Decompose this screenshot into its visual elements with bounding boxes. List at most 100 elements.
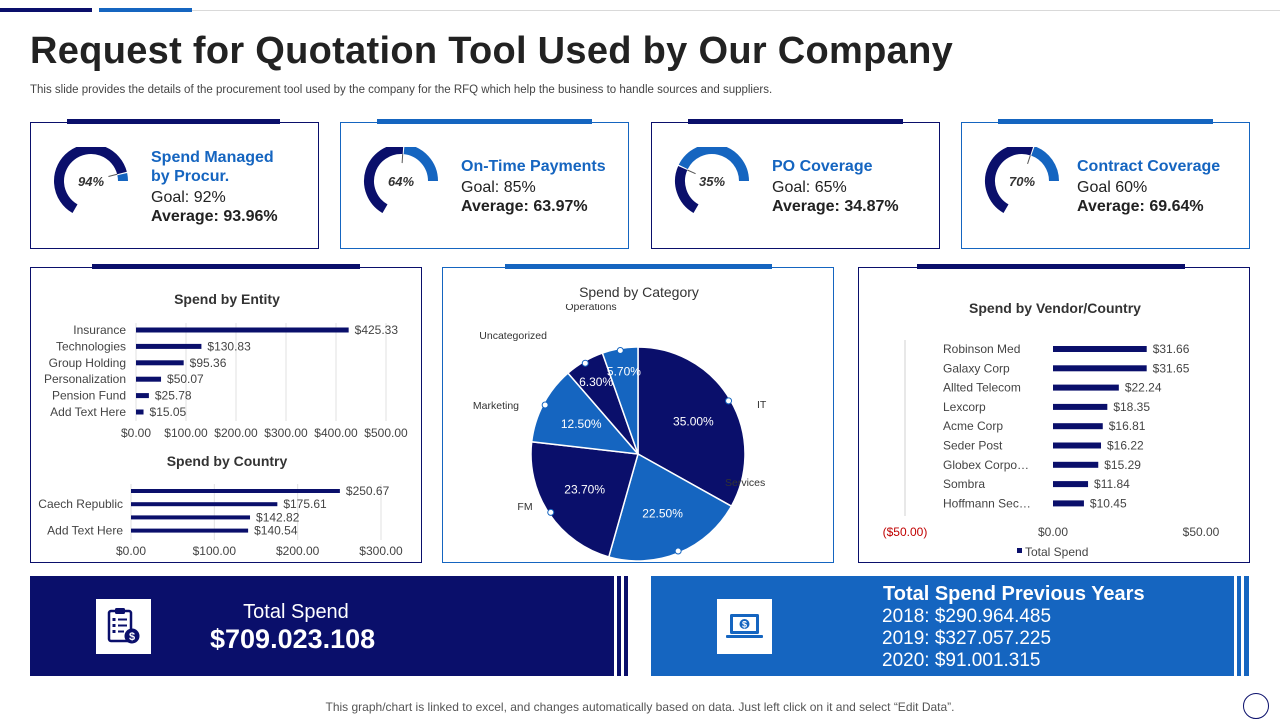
- tick-label: $100.00: [164, 426, 208, 440]
- gauge-remaining-arc: [403, 147, 438, 182]
- bar-value-label: $142.82: [256, 510, 300, 524]
- category-label: Hoffmann Sec…: [943, 496, 1031, 510]
- kpi-average: Average: 63.97%: [461, 198, 588, 215]
- bar: [136, 376, 162, 382]
- category-label: Sombra: [943, 477, 985, 491]
- category-label: Galaxy Corp: [943, 361, 1010, 375]
- bar-value-label: $11.84: [1094, 477, 1130, 491]
- bar-value-label: $22.24: [1125, 381, 1162, 395]
- bar-value-label: $25.78: [155, 389, 192, 403]
- bar: [131, 502, 278, 507]
- bar: [1053, 403, 1108, 410]
- top-accent-bar-blue: [99, 8, 192, 12]
- category-label: Lexcorp: [943, 400, 986, 414]
- bar: [136, 360, 184, 366]
- clipboard-dollar-icon: $: [96, 599, 151, 654]
- page-subtitle: This slide provides the details of the p…: [30, 84, 773, 96]
- gauge-value-label: 35%: [699, 174, 725, 189]
- kpi-gauge: 70%: [985, 147, 1059, 214]
- tick-label: $300.00: [359, 544, 403, 558]
- pie-value-label: 6.30%: [579, 375, 613, 389]
- tick-label: $0.00: [116, 544, 146, 558]
- previous-year-2019: 2019: $327.057.225: [882, 628, 1052, 649]
- gauge-value-arc: [675, 165, 699, 214]
- category-label: Technologies: [56, 339, 126, 353]
- pie-label-marker: [616, 347, 624, 355]
- bar: [1053, 346, 1147, 352]
- gauge-needle: [108, 173, 118, 178]
- kpi-gauge: 64%: [364, 147, 438, 214]
- bar: [1053, 500, 1084, 507]
- kpi-average: Average: 69.64%: [1077, 198, 1204, 215]
- bar-value-label: $50.07: [167, 372, 204, 386]
- category-label: Add Text Here: [47, 524, 123, 538]
- kpi-goal: Goal: 65%: [772, 179, 847, 196]
- tick-label: $100.00: [193, 544, 237, 558]
- bar-value-label: $10.45: [1090, 496, 1127, 510]
- pie-label-marker: [725, 397, 733, 405]
- kpi-card-po-coverage: 35% PO Coverage Goal: 65% Average: 34.87…: [651, 119, 940, 249]
- pie-label-marker: [674, 547, 682, 555]
- bar: [136, 409, 144, 415]
- bar-value-label: $15.05: [150, 405, 187, 419]
- bar: [1053, 384, 1119, 391]
- previous-year-2020: 2020: $91.001.315: [882, 650, 1041, 671]
- entity-country-chart-card: Spend by Entity $425.33 Insurance $130.83 T…: [30, 264, 422, 563]
- kpi-title: On-Time Payments: [461, 158, 606, 175]
- previous-years-title: Total Spend Previous Years: [883, 583, 1145, 605]
- gauge-value-label: 94%: [78, 174, 104, 189]
- pie-value-label: 35.00%: [673, 415, 714, 429]
- laptop-dollar-icon: $: [717, 599, 772, 654]
- bar: [1053, 423, 1103, 430]
- pie-label-marker: [541, 401, 549, 409]
- pie-label-marker: [547, 508, 555, 516]
- previous-years-panel: $ Total Spend Previous Years 2018: $290.…: [651, 576, 1249, 676]
- bar-value-label: $140.54: [254, 524, 298, 538]
- pie-category-label: IT: [757, 399, 767, 411]
- pie-category-label: Services: [725, 477, 765, 489]
- pie-value-label: 12.50%: [561, 417, 602, 431]
- gauge-value-arc: [54, 147, 127, 214]
- category-label: Robinson Med: [943, 342, 1020, 356]
- category-label: Allted Telecom: [943, 381, 1021, 395]
- kpi-goal: Goal: 85%: [461, 179, 536, 196]
- bar-value-label: $16.81: [1109, 419, 1146, 433]
- top-divider: [192, 10, 1280, 11]
- category-label: Insurance: [73, 323, 126, 337]
- previous-year-2018: 2018: $290.964.485: [882, 606, 1052, 627]
- pie-label-marker: [581, 359, 589, 367]
- bar-value-label: $31.66: [1153, 342, 1190, 356]
- gauge-value-arc: [985, 147, 1034, 214]
- pie-value-label: 22.50%: [642, 506, 683, 520]
- kpi-goal: Goal 60%: [1077, 179, 1148, 196]
- tick-label: $50.00: [1183, 525, 1220, 539]
- kpi-goal: Goal: 92%: [151, 189, 226, 206]
- category-chart-card: Spend by Category 35.00% IT 22.50% Services…: [442, 264, 834, 563]
- bar-value-label: $18.35: [1113, 400, 1150, 414]
- gauge-remaining-arc: [1030, 147, 1059, 182]
- bar-value-label: $95.36: [190, 356, 227, 370]
- bar: [131, 528, 249, 533]
- pie-category-label: Uncategorized: [479, 330, 547, 342]
- tick-label: $200.00: [214, 426, 258, 440]
- category-label: Seder Post: [943, 439, 1003, 453]
- kpi-average: Average: 34.87%: [772, 198, 899, 215]
- total-spend-label: Total Spend: [243, 601, 349, 623]
- kpi-title: Contract Coverage: [1077, 158, 1221, 175]
- gauge-needle: [401, 154, 404, 164]
- chart-title-country: Spend by Country: [166, 453, 288, 469]
- bar: [1053, 442, 1102, 449]
- kpi-card-on-time-payments: 64% On-Time Payments Goal: 85% Average: …: [340, 119, 629, 249]
- bar: [136, 393, 149, 399]
- entity-bar-chart: $425.33 Insurance $130.83 Technologies $95.3…: [44, 323, 408, 440]
- vendor-chart-card: Spend by Vendor/Country $31.66 Robinson M…: [858, 264, 1250, 563]
- nav-circle-button[interactable]: [1243, 693, 1269, 719]
- kpi-gauge: 94%: [54, 147, 128, 214]
- category-label: Globex Corpo…: [943, 458, 1029, 472]
- bar-value-label: $15.29: [1104, 458, 1141, 472]
- gauge-value-arc: [364, 147, 404, 214]
- bar: [136, 327, 349, 333]
- chart-title-entity: Spend by Entity: [174, 291, 280, 307]
- category-label: Caech Republic: [38, 497, 123, 511]
- top-accent-bar-navy: [0, 8, 92, 12]
